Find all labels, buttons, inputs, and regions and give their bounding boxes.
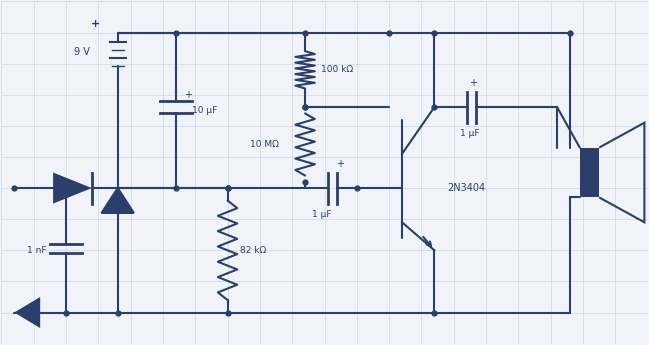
Text: 82 kΩ: 82 kΩ [241,246,267,255]
Polygon shape [101,188,134,213]
Text: 10 MΩ: 10 MΩ [250,140,279,149]
Text: 1 µF: 1 µF [312,210,331,219]
Text: +: + [336,159,344,169]
Text: 9 V: 9 V [74,47,90,57]
Text: +: + [184,90,191,100]
Text: 1 µF: 1 µF [460,129,480,138]
Text: 100 kΩ: 100 kΩ [321,65,354,74]
Text: 2N3404: 2N3404 [447,183,485,193]
Text: +: + [90,19,100,29]
Text: 1 nF: 1 nF [27,246,47,255]
Polygon shape [53,172,92,204]
Polygon shape [14,297,40,328]
Bar [580,148,599,197]
Text: +: + [469,79,476,89]
Text: 10 µF: 10 µF [192,106,217,115]
